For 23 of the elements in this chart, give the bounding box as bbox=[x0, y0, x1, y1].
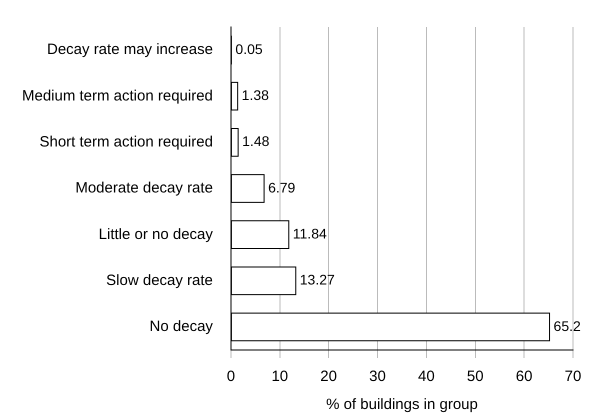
y-tick-label: Moderate decay rate bbox=[75, 180, 213, 197]
x-tick-label: 10 bbox=[271, 368, 288, 386]
x-tick-label: 70 bbox=[564, 368, 582, 386]
y-tick-label: Little or no decay bbox=[98, 226, 214, 243]
data-label: 1.38 bbox=[242, 87, 270, 104]
x-tick-label: 20 bbox=[320, 368, 337, 386]
y-tick-label: Medium term action required bbox=[22, 87, 213, 104]
x-tick-label: 60 bbox=[516, 368, 532, 386]
data-label: 1.48 bbox=[242, 133, 270, 150]
data-label: 0.05 bbox=[235, 40, 263, 57]
x-tick-label: 50 bbox=[466, 368, 484, 386]
y-tick-label: Slow decay rate bbox=[106, 272, 213, 289]
y-tick-label: Short term action required bbox=[39, 134, 213, 150]
x-axis-title: % of buildings in group bbox=[326, 396, 478, 414]
x-tick-label: 40 bbox=[418, 368, 435, 386]
data-label: 6.79 bbox=[268, 179, 296, 196]
x-tick-label: 30 bbox=[369, 368, 386, 386]
data-label: 11.84 bbox=[292, 226, 327, 242]
x-tick-label: 0 bbox=[226, 368, 236, 386]
y-tick-label: No decay bbox=[150, 318, 214, 336]
data-label: 13.27 bbox=[300, 272, 336, 288]
y-tick-label: Decay rate may increase bbox=[47, 41, 213, 58]
data-label: 65.2 bbox=[554, 318, 582, 334]
